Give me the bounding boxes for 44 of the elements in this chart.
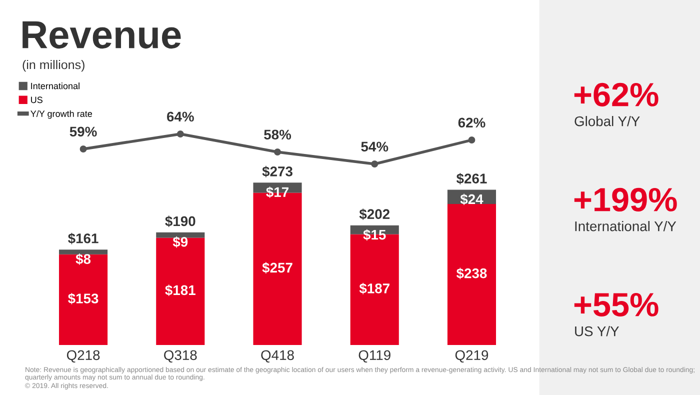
bar [58, 254, 108, 345]
text: US Y/Y [575, 326, 619, 336]
total-label: $190 [165, 216, 196, 228]
chart-title: Revenue [22, 21, 181, 49]
bar [156, 238, 205, 345]
legend-label: US [31, 96, 42, 104]
data-label: $181 [165, 284, 196, 296]
data-label: 54% [361, 142, 388, 152]
total-label: $273 [262, 166, 292, 178]
x-tick-label: Q318 [164, 350, 197, 363]
total-label: $202 [359, 208, 390, 220]
data-label: $24 [460, 194, 484, 206]
total-label: $261 [456, 173, 487, 184]
x-tick-label: Q418 [261, 350, 294, 363]
text: +62% [574, 82, 658, 106]
data-label: $257 [262, 262, 292, 274]
point [274, 148, 281, 156]
data-label: $8 [76, 254, 91, 265]
data-label: 58% [264, 130, 292, 140]
data-label: 64% [166, 112, 194, 122]
legend-label: International [31, 82, 80, 90]
data-label: $153 [68, 292, 98, 304]
bar [156, 232, 205, 238]
text: +199% [574, 188, 677, 212]
point [176, 130, 184, 138]
data-label: $187 [359, 282, 390, 294]
x-tick-label: Q219 [455, 350, 488, 363]
x-tick-label: Q119 [358, 350, 390, 363]
data-label: 62% [458, 118, 486, 128]
text: Global Y/Y [574, 116, 640, 126]
text: International Y/Y [575, 221, 676, 232]
legend-label: Y/Y growth rate [30, 110, 92, 119]
point [371, 160, 378, 168]
data-label: $9 [172, 236, 188, 248]
x-tick-label: Q218 [66, 350, 100, 363]
chart-subtitle: (in millions) [22, 60, 84, 72]
data-label: 59% [70, 126, 97, 137]
bar [447, 204, 496, 345]
text: +55% [574, 292, 658, 316]
total-label: $161 [68, 232, 98, 244]
bar [58, 250, 108, 254]
point [80, 146, 87, 152]
data-label: $238 [456, 268, 487, 280]
point [468, 136, 476, 144]
